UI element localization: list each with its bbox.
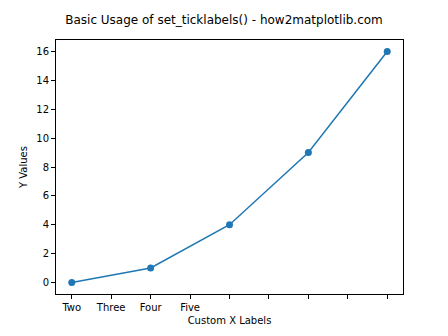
svg-text:2: 2 [43,248,49,259]
svg-text:Custom X Labels: Custom X Labels [188,315,272,326]
svg-text:8: 8 [43,162,49,173]
svg-text:14: 14 [36,75,49,86]
svg-text:0: 0 [43,277,49,288]
svg-text:16: 16 [36,46,49,57]
svg-text:Five: Five [180,302,200,313]
svg-text:6: 6 [43,190,49,201]
svg-text:Three: Three [96,302,126,313]
svg-text:10: 10 [36,133,49,144]
svg-text:Two: Two [61,302,81,313]
svg-text:Y Values: Y Values [18,146,29,189]
svg-text:4: 4 [43,219,49,230]
svg-text:Four: Four [140,302,163,313]
svg-text:12: 12 [36,104,49,115]
svg-text:Basic Usage of set_ticklabels(: Basic Usage of set_ticklabels() - how2ma… [65,13,383,27]
